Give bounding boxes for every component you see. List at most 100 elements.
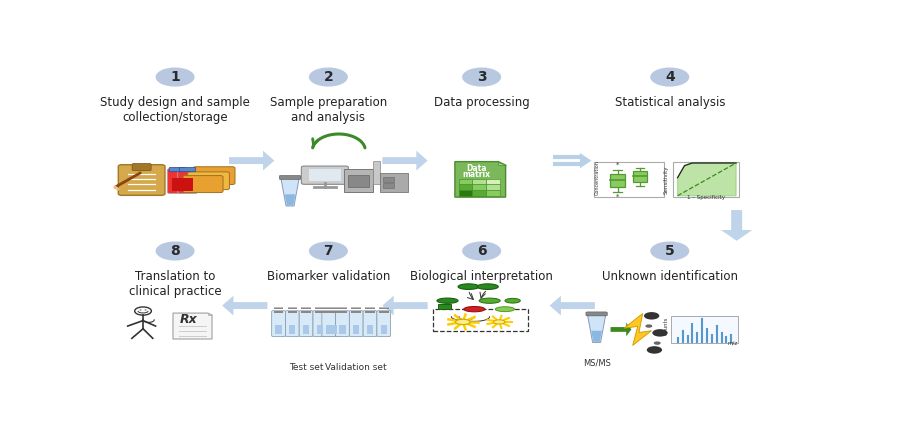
FancyBboxPatch shape bbox=[119, 165, 165, 195]
FancyBboxPatch shape bbox=[132, 163, 151, 171]
Circle shape bbox=[462, 67, 501, 86]
Circle shape bbox=[156, 241, 194, 260]
Bar bbox=[301, 307, 311, 308]
Polygon shape bbox=[222, 295, 267, 315]
Text: 1: 1 bbox=[616, 192, 619, 197]
Bar bbox=[288, 310, 297, 311]
Bar bbox=[367, 325, 373, 334]
Text: Test set: Test set bbox=[289, 363, 324, 373]
Bar bbox=[348, 175, 369, 187]
Bar bbox=[329, 310, 338, 311]
Bar bbox=[315, 311, 325, 312]
Text: Sensitivity: Sensitivity bbox=[664, 165, 669, 194]
Circle shape bbox=[646, 346, 662, 354]
Bar bbox=[274, 311, 283, 312]
Polygon shape bbox=[592, 331, 602, 342]
FancyBboxPatch shape bbox=[280, 175, 300, 179]
Bar bbox=[288, 307, 297, 308]
Bar bbox=[288, 308, 297, 309]
Polygon shape bbox=[498, 162, 505, 165]
FancyBboxPatch shape bbox=[586, 312, 607, 316]
Bar bbox=[182, 178, 192, 191]
Ellipse shape bbox=[477, 284, 498, 289]
FancyBboxPatch shape bbox=[299, 311, 313, 337]
Text: 4: 4 bbox=[665, 70, 674, 84]
Bar bbox=[472, 179, 486, 184]
Text: Unknown identification: Unknown identification bbox=[601, 270, 738, 283]
Polygon shape bbox=[280, 178, 299, 206]
FancyBboxPatch shape bbox=[180, 167, 196, 172]
Circle shape bbox=[462, 241, 501, 260]
FancyBboxPatch shape bbox=[193, 167, 235, 184]
Bar bbox=[316, 325, 323, 334]
Bar bbox=[329, 308, 338, 309]
Polygon shape bbox=[208, 313, 212, 315]
Circle shape bbox=[650, 67, 690, 86]
Bar bbox=[365, 311, 375, 312]
FancyBboxPatch shape bbox=[335, 311, 350, 337]
Bar bbox=[338, 310, 347, 311]
Circle shape bbox=[645, 324, 653, 328]
Circle shape bbox=[309, 241, 348, 260]
Bar bbox=[324, 311, 334, 312]
Ellipse shape bbox=[458, 284, 479, 289]
Bar bbox=[672, 162, 739, 197]
Text: Study design and sample
collection/storage: Study design and sample collection/stora… bbox=[100, 96, 250, 124]
Bar bbox=[274, 307, 283, 308]
FancyBboxPatch shape bbox=[271, 311, 285, 337]
FancyBboxPatch shape bbox=[322, 311, 335, 337]
FancyBboxPatch shape bbox=[167, 169, 187, 194]
Bar bbox=[329, 311, 338, 312]
Polygon shape bbox=[382, 295, 428, 315]
Text: 8: 8 bbox=[170, 244, 180, 258]
Text: *: * bbox=[616, 162, 619, 168]
Bar bbox=[610, 174, 625, 187]
Bar bbox=[486, 190, 500, 196]
Bar bbox=[383, 176, 394, 182]
FancyBboxPatch shape bbox=[363, 311, 377, 337]
FancyBboxPatch shape bbox=[188, 172, 229, 190]
Bar bbox=[274, 310, 283, 311]
Bar bbox=[594, 162, 664, 197]
Circle shape bbox=[139, 310, 141, 311]
Ellipse shape bbox=[456, 319, 470, 325]
Bar bbox=[379, 307, 388, 308]
Ellipse shape bbox=[479, 298, 500, 303]
Text: Biomarker validation: Biomarker validation bbox=[267, 270, 390, 283]
Bar bbox=[486, 179, 500, 184]
Bar bbox=[633, 171, 647, 183]
Text: 2: 2 bbox=[324, 70, 334, 84]
Text: Statistical analysis: Statistical analysis bbox=[615, 96, 725, 109]
Ellipse shape bbox=[494, 320, 505, 324]
Text: matrix: matrix bbox=[463, 170, 491, 179]
FancyBboxPatch shape bbox=[178, 169, 198, 194]
Ellipse shape bbox=[464, 307, 485, 312]
Circle shape bbox=[653, 329, 668, 337]
Bar bbox=[172, 178, 182, 191]
Circle shape bbox=[650, 241, 690, 260]
Text: 1 – Specificity: 1 – Specificity bbox=[687, 195, 725, 200]
Bar bbox=[275, 325, 281, 334]
Ellipse shape bbox=[505, 299, 521, 303]
Bar bbox=[338, 307, 347, 308]
Bar bbox=[325, 325, 332, 334]
FancyBboxPatch shape bbox=[313, 311, 326, 337]
Text: 3: 3 bbox=[476, 70, 486, 84]
Bar bbox=[458, 179, 472, 184]
Bar bbox=[338, 311, 347, 312]
FancyBboxPatch shape bbox=[377, 311, 391, 337]
Bar bbox=[352, 308, 361, 309]
Polygon shape bbox=[173, 313, 212, 339]
Bar bbox=[315, 310, 325, 311]
Text: Biological interpretation: Biological interpretation bbox=[410, 270, 553, 283]
Bar bbox=[352, 311, 361, 312]
Bar bbox=[303, 325, 309, 334]
Bar bbox=[365, 307, 375, 308]
Bar bbox=[301, 311, 311, 312]
Text: 5: 5 bbox=[665, 244, 674, 258]
Text: *: * bbox=[616, 194, 619, 200]
Bar bbox=[301, 310, 311, 311]
Ellipse shape bbox=[495, 307, 514, 311]
Bar bbox=[383, 183, 394, 188]
Text: Data processing: Data processing bbox=[433, 96, 530, 109]
